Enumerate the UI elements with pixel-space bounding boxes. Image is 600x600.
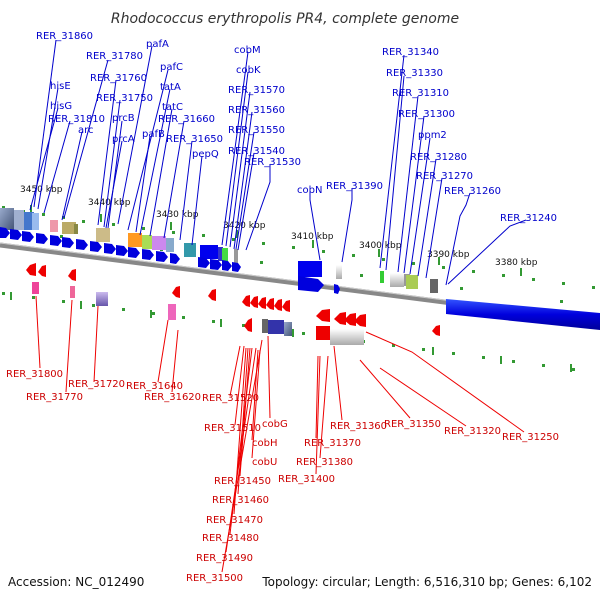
gene-label: tatA [160, 82, 181, 93]
gene-label: RER_31400 [278, 474, 335, 485]
gene-label: cobK [236, 65, 261, 76]
gene-label: RER_31760 [90, 73, 147, 84]
gene-label: RER_31450 [214, 476, 271, 487]
gene-label: RER_31860 [36, 31, 93, 42]
gene-label: hisE [50, 81, 71, 92]
gene-label: prcB [112, 113, 135, 124]
gene-label: RER_31350 [384, 419, 441, 430]
kbp-label: 3390 kbp [427, 250, 470, 260]
gene-label: RER_31660 [158, 114, 215, 125]
gene-label: prcA [112, 134, 135, 145]
gene-label: RER_31380 [296, 457, 353, 468]
outer-tick-row-top [2, 206, 595, 289]
feature-boxes-bottom [32, 282, 364, 345]
gene-label: RER_31250 [502, 432, 559, 443]
gene-label: RER_31360 [330, 421, 387, 432]
gene-label: RER_31270 [416, 171, 473, 182]
gene-label: RER_31260 [444, 186, 501, 197]
gene-label: pafB [142, 129, 165, 140]
gene-label: RER_31550 [228, 125, 285, 136]
gene-label: RER_31770 [26, 392, 83, 403]
gene-label: RER_31280 [410, 152, 467, 163]
gene-label: cobG [262, 419, 288, 430]
gene-label: cobH [252, 438, 277, 449]
gene-label: RER_31240 [500, 213, 557, 224]
gene-label: RER_31300 [398, 109, 455, 120]
kbp-label: 3400 kbp [359, 241, 402, 251]
gene-label: RER_31470 [206, 515, 263, 526]
gene-label: RER_31750 [96, 93, 153, 104]
gene-label: RER_31490 [196, 553, 253, 564]
reverse-gene-arrows [26, 263, 440, 336]
top-leader-lines [29, 39, 527, 286]
gene-label: RER_31810 [48, 114, 105, 125]
gene-label: hisG [50, 101, 72, 112]
gene-label: cobM [234, 45, 261, 56]
gene-label: RER_31570 [228, 85, 285, 96]
forward-gene-arrows [0, 227, 340, 294]
gene-label: RER_31800 [6, 369, 63, 380]
kbp-label: 3420 kbp [223, 221, 266, 231]
gene-label: RER_31530 [244, 157, 301, 168]
feature-boxes-top [0, 208, 438, 293]
gene-label: RER_31520 [202, 393, 259, 404]
gene-label: pafC [160, 62, 183, 73]
gene-label: RER_31480 [202, 533, 259, 544]
gene-label: RER_31340 [382, 47, 439, 58]
accession-text: Accession: NC_012490 [8, 575, 144, 589]
gene-label: arc [78, 125, 94, 136]
kbp-label: 3380 kbp [495, 258, 538, 268]
gene-label: RER_31650 [166, 134, 223, 145]
gene-label: RER_31330 [386, 68, 443, 79]
bottom-gene-labels: RER_31800 RER_31720 RER_31640 RER_31770 … [6, 369, 559, 584]
gene-label: RER_31560 [228, 105, 285, 116]
gene-label: RER_31640 [126, 381, 183, 392]
gene-label: RER_31390 [326, 181, 383, 192]
gene-label: pafA [146, 39, 169, 50]
gene-label: RER_31720 [68, 379, 125, 390]
gene-label: RER_31500 [186, 573, 243, 584]
gene-label: RER_31320 [444, 426, 501, 437]
gene-label: RER_31460 [212, 495, 269, 506]
gene-label: RER_31310 [392, 88, 449, 99]
gene-label: cobN [297, 185, 322, 196]
gene-label: pepQ [192, 149, 219, 160]
kbp-label: 3440 kbp [88, 198, 131, 208]
gene-label: RER_31780 [86, 51, 143, 62]
gene-label: RER_31370 [304, 438, 361, 449]
gene-label: RER_31540 [228, 146, 285, 157]
gene-label: RER_31510 [204, 423, 261, 434]
kbp-label: 3410 kbp [291, 232, 334, 242]
map-title: Rhodococcus erythropolis PR4, complete g… [111, 11, 459, 27]
gene-label: RER_31620 [144, 392, 201, 403]
top-gene-labels: RER_31860 RER_31780 pafA cobM RER_31340 … [36, 31, 557, 224]
gene-label: tatC [162, 102, 183, 113]
bottom-leader-lines [35, 295, 525, 573]
long-forward-gene [446, 299, 600, 330]
genome-summary-text: Topology: circular; Length: 6,516,310 bp… [261, 575, 592, 589]
kbp-label: 3430 kbp [156, 210, 199, 220]
gene-label: ppm2 [418, 130, 447, 141]
major-ticks-top [30, 205, 522, 276]
gene-label: cobU [252, 457, 277, 468]
